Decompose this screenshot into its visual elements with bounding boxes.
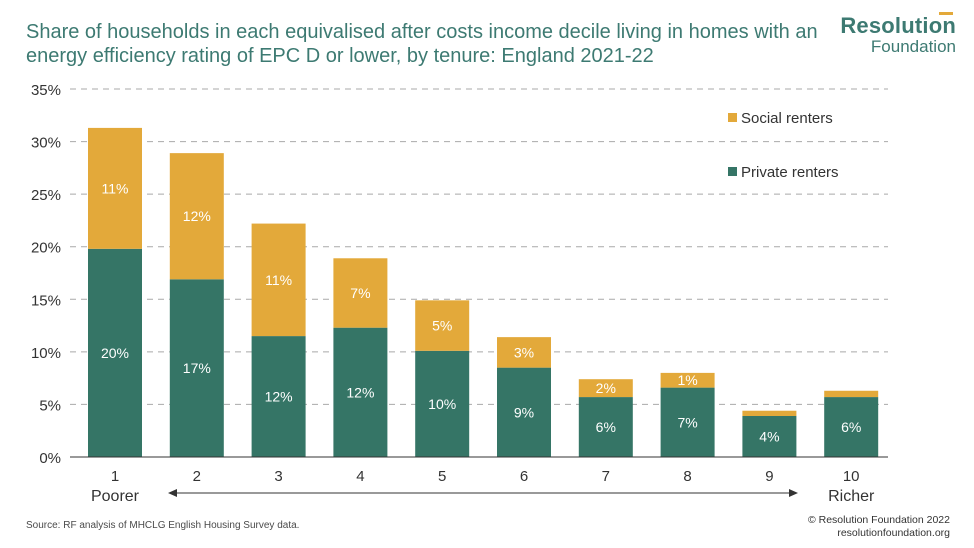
resolution-foundation-logo: Resolution Foundation [840,12,956,56]
data-label: 11% [265,272,292,288]
legend-swatch [728,167,737,176]
y-axis-ticks: 0% 5% 10% 15% 20% 25% 30% 35% [31,82,61,467]
logo-line-2: Foundation [870,37,956,56]
y-tick-label: 0% [39,450,61,467]
bars: 20% 11% 17% 12% 12% 11% 12% 7% 10% 5% 9% 3% 6% 2% 7% 1%… [88,127,879,457]
x-axis-annotations: Poorer Richer [91,488,875,505]
bar-segment-social [169,153,224,280]
x-tick-label: 8 [683,468,691,485]
bar-group: 10% 5% [415,300,470,457]
bar-group: 20% 11% [88,127,142,457]
data-label: 12% [265,389,293,405]
data-label: 12% [183,208,211,224]
chart-title: Share of households in each equivalised … [26,20,846,68]
bar-segment-private [824,397,879,457]
x-tick-label: 1 [111,468,119,485]
y-tick-label: 30% [31,135,61,152]
data-label: 7% [677,414,697,430]
poorer-label: Poorer [91,488,140,505]
chart-title-line-1: Share of households in each equivalised … [26,21,818,43]
richer-label: Richer [828,488,875,505]
y-tick-label: 15% [31,292,61,309]
data-label: 4% [759,428,779,444]
bar-segment-social [333,258,388,328]
bar-segment-private [742,415,797,457]
data-label: 20% [101,345,129,361]
data-label: 6% [841,419,861,435]
y-tick-label: 20% [31,240,61,257]
bar-group: 4% [742,410,797,457]
legend-label: Social renters [741,110,833,127]
copyright-text: © Resolution Foundation 2022 [807,514,950,526]
x-tick-label: 9 [765,468,773,485]
bar-group: 6% [824,390,879,457]
logo-line-1: Resolution [840,12,956,38]
legend-label: Private renters [741,164,839,181]
bar-segment-private [497,367,551,457]
logo-accent-mark [939,12,953,15]
bar-segment-private [88,248,142,457]
bar-segment-social [88,127,142,249]
bar-segment-social [824,390,879,398]
data-label: 17% [183,360,211,376]
bar-segment-private [169,279,224,457]
x-tick-label: 6 [520,468,528,485]
y-tick-label: 10% [31,345,61,362]
data-label: 5% [432,318,452,334]
data-label: 10% [428,396,456,412]
arrow-left-head [168,489,177,497]
x-tick-label: 7 [602,468,610,485]
x-tick-label: 2 [193,468,201,485]
y-tick-label: 35% [31,82,61,99]
data-label: 1% [677,372,697,388]
data-label: 12% [346,384,374,400]
source-note: Source: RF analysis of MHCLG English Hou… [26,520,300,531]
y-tick-label: 25% [31,187,61,204]
bar-group: 9% 3% [497,337,551,457]
bar-group: 6% 2% [578,379,633,457]
bar-group: 12% 7% [333,258,388,457]
bar-segment-social [660,372,715,388]
data-label: 11% [102,180,129,196]
bar-segment-private [251,336,306,457]
legend-private-renters: Private renters [728,164,839,181]
x-tick-label: 3 [274,468,282,485]
data-label: 7% [350,285,370,301]
data-label: 3% [514,344,534,360]
x-tick-label: 4 [356,468,364,485]
bar-group: 7% 1% [660,372,715,457]
bar-segment-private [415,350,470,457]
legend-social-renters: Social renters [728,110,833,127]
bar-segment-private [333,327,388,457]
bar-segment-social [497,337,551,368]
x-tick-label: 10 [843,468,860,485]
bar-segment-private [578,397,633,457]
x-tick-label: 5 [438,468,446,485]
website-text: resolutionfoundation.org [837,527,950,539]
x-axis-ticks: 1 2 3 4 5 6 7 8 9 10 [111,468,860,485]
y-tick-label: 5% [39,397,61,414]
bar-segment-private [660,387,715,457]
data-label: 9% [514,404,534,420]
chart-title-line-2: energy efficiency rating of EPC D or low… [26,45,654,67]
arrow-right-head [789,489,798,497]
bar-group: 17% 12% [169,153,224,457]
data-label: 2% [596,380,616,396]
copyright-block: © Resolution Foundation 2022 resolutionf… [808,514,950,540]
bar-group: 12% 11% [251,223,306,457]
bar-segment-social [251,223,306,337]
bar-segment-social [578,379,633,398]
bar-segment-social [415,300,470,351]
legend-swatch [728,113,737,122]
legend: Social renters Private renters [728,110,839,181]
bar-segment-social [742,410,797,416]
data-label: 6% [596,419,616,435]
